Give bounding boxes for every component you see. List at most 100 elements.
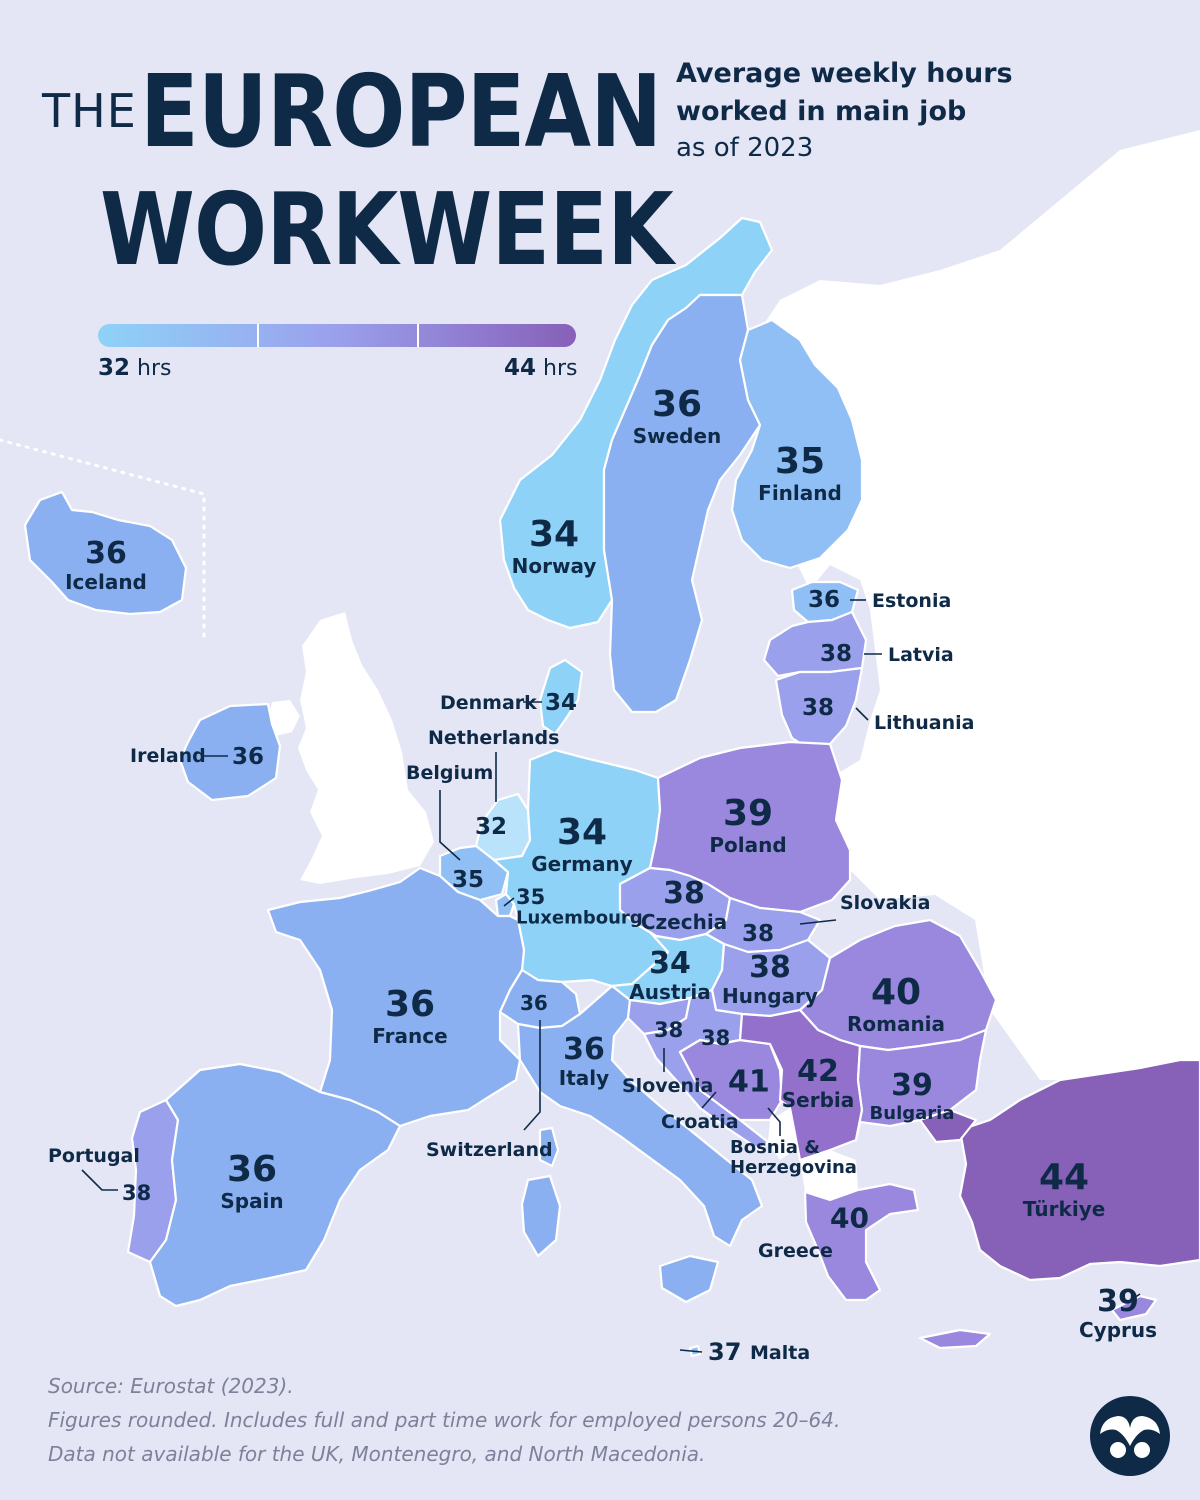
legend-max-label: 44 hrs (504, 355, 577, 381)
value-slovenia: 38 (654, 1018, 684, 1042)
footer-note-2: Data not available for the UK, Montenegr… (48, 1442, 706, 1466)
visual-capitalist-logo-icon (1090, 1396, 1170, 1476)
value-spain: 36 (226, 1149, 278, 1190)
value-sweden: 36 (651, 384, 703, 425)
country-italy (516, 984, 764, 1248)
label-turkiye: 44 Türkiye (1022, 1157, 1106, 1222)
name-greece: Greece (758, 1240, 833, 1262)
value-greece: 40 (830, 1201, 869, 1235)
name-norway: Norway (511, 554, 597, 578)
value-bosnia-herzegovina: 41 (728, 1064, 770, 1100)
value-luxembourg: 35 (516, 885, 546, 909)
country-ireland (178, 702, 282, 802)
label-iceland: 36 Iceland (65, 538, 147, 595)
value-latvia: 38 (820, 641, 853, 667)
value-hungary: 38 (749, 950, 791, 985)
label-italy: 36 Italy (558, 1034, 610, 1091)
label-cyprus: 39 Cyprus (1078, 1284, 1158, 1343)
leader-belgium (439, 790, 461, 861)
land-north-macedonia (800, 1150, 858, 1200)
value-turkiye: 44 (1038, 1157, 1090, 1198)
name-france: France (372, 1024, 448, 1048)
value-denmark: 34 (545, 690, 578, 716)
country-greece (803, 1182, 920, 1302)
legend-min-unit: hrs (137, 356, 172, 381)
name-slovenia: Slovenia (622, 1075, 714, 1097)
name-luxembourg: Luxembourg (516, 907, 643, 929)
country-lithuania (774, 666, 864, 750)
value-norway: 34 (528, 514, 580, 555)
label-spain: 36 Spain (220, 1149, 283, 1214)
name-belgium: Belgium (406, 762, 494, 784)
island-corsica (538, 1126, 560, 1168)
country-finland (730, 318, 864, 570)
label-poland: 39 Poland (709, 793, 786, 858)
country-denmark (538, 658, 584, 736)
subtitle-note: as of 2023 (676, 133, 814, 163)
value-serbia: 42 (797, 1054, 839, 1089)
name-sweden: Sweden (632, 424, 722, 448)
name-turkiye: Türkiye (1022, 1197, 1106, 1221)
legend-max-value: 44 (504, 355, 537, 381)
land-russia (740, 130, 1200, 1080)
value-poland: 39 (722, 793, 774, 834)
name-portugal: Portugal (48, 1145, 140, 1167)
label-france: 36 France (372, 984, 448, 1049)
subtitle-line-1: Average weekly hours (676, 58, 1013, 89)
name-switzerland: Switzerland (426, 1139, 553, 1161)
label-romania: 40 Romania (847, 972, 945, 1037)
name-malta: Malta (750, 1342, 811, 1364)
country-turkiye-thrace (918, 1108, 978, 1144)
label-czechia: 38 Czechia (641, 878, 727, 935)
land-northern-ireland (268, 700, 300, 736)
name-germany: Germany (531, 852, 633, 876)
legend-max-unit: hrs (543, 356, 578, 381)
leader-slovakia (799, 919, 837, 925)
island-crete (918, 1328, 992, 1350)
value-belgium: 35 (452, 867, 485, 893)
value-lithuania: 38 (802, 695, 835, 721)
leader-bosnia (767, 1107, 781, 1136)
legend-min-label: 32 hrs (98, 355, 171, 381)
subtitle: Average weekly hours worked in main job (676, 55, 1013, 131)
island-sicily (658, 1254, 720, 1304)
name-latvia: Latvia (888, 644, 954, 666)
label-sweden: 36 Sweden (632, 384, 722, 449)
value-germany: 34 (556, 812, 608, 853)
name-iceland: Iceland (65, 570, 147, 594)
value-cyprus: 39 (1097, 1284, 1139, 1319)
land-uk (298, 612, 434, 884)
name-finland: Finland (758, 481, 842, 505)
title-line-1: EUROPEAN (140, 53, 662, 170)
value-ireland: 36 (232, 744, 265, 770)
label-serbia: 42 Serbia (781, 1054, 855, 1113)
name-estonia: Estonia (872, 590, 952, 612)
name-cyprus: Cyprus (1078, 1318, 1158, 1342)
value-finland: 35 (774, 441, 826, 482)
footer-note-1: Figures rounded. Includes full and part … (48, 1408, 841, 1432)
leader-switzerland (523, 1020, 541, 1131)
name-serbia: Serbia (781, 1088, 855, 1112)
name-croatia: Croatia (661, 1111, 739, 1133)
legend-min-value: 32 (98, 355, 131, 381)
name-bulgaria: Bulgaria (869, 1103, 955, 1124)
value-france: 36 (384, 984, 436, 1025)
label-germany: 34 Germany (531, 812, 633, 877)
island-sardinia (520, 1174, 562, 1258)
leader-malta (679, 1349, 703, 1353)
iceland-inset-frame (0, 438, 206, 642)
value-netherlands: 32 (475, 814, 508, 840)
leader-cyprus (1127, 1293, 1141, 1303)
subtitle-line-2: worked in main job (676, 96, 967, 127)
leader-croatia (701, 1091, 717, 1109)
value-switzerland: 36 (520, 991, 548, 1015)
country-iceland (23, 490, 188, 616)
value-romania: 40 (870, 972, 922, 1013)
value-malta: 37 (708, 1338, 742, 1366)
name-italy: Italy (558, 1066, 610, 1090)
value-slovakia: 38 (742, 921, 775, 947)
value-estonia: 36 (808, 587, 841, 613)
name-denmark: Denmark (440, 692, 537, 714)
